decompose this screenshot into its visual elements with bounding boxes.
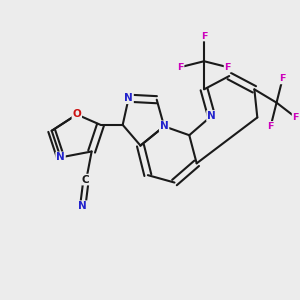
- Text: N: N: [207, 111, 216, 121]
- Text: F: F: [279, 74, 286, 83]
- Text: F: F: [224, 63, 231, 72]
- Text: O: O: [73, 110, 81, 119]
- Text: N: N: [160, 121, 169, 131]
- Text: F: F: [292, 113, 299, 122]
- Text: N: N: [124, 93, 133, 103]
- Text: N: N: [56, 152, 65, 162]
- Text: N: N: [78, 201, 87, 211]
- Text: F: F: [267, 122, 274, 131]
- Text: F: F: [177, 63, 184, 72]
- Text: C: C: [82, 175, 89, 184]
- Text: F: F: [201, 32, 207, 40]
